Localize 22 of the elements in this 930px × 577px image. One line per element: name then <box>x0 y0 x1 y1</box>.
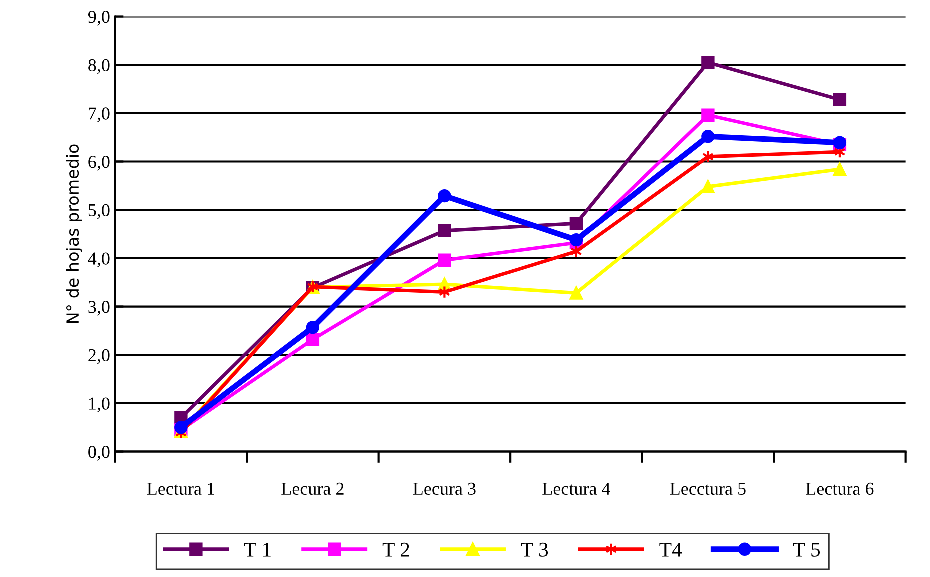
x-tick-label: Lecura 3 <box>413 482 476 496</box>
legend-label: T 5 <box>793 543 820 557</box>
x-tick-label: Lectura 6 <box>806 482 874 496</box>
legend-label: T 3 <box>521 542 548 557</box>
x-tick-label: Lectura 4 <box>542 482 610 496</box>
x-tick-label: Lecura 2 <box>282 482 344 496</box>
y-tick-label: 3,0 <box>88 301 110 316</box>
y-tick-label: 9,0 <box>88 10 110 26</box>
y-tick-label: 4,0 <box>88 252 110 268</box>
legend-label: T4 <box>660 542 682 557</box>
y-tick-label: 7,0 <box>89 108 110 122</box>
y-tick-label: 2,0 <box>88 349 110 364</box>
x-tick-label: Lecctura 5 <box>670 483 746 496</box>
y-tick-label: 0,0 <box>88 446 110 461</box>
legend-label: T 1 <box>244 542 271 557</box>
y-tick-label: 1,0 <box>89 398 110 412</box>
y-tick-label: 8,0 <box>88 59 110 74</box>
x-tick-label: Lectura 1 <box>147 482 214 496</box>
legend-label: T 2 <box>382 542 410 557</box>
y-axis-title: N° de hojas promedio <box>66 144 82 324</box>
y-tick-label: 6,0 <box>88 156 110 171</box>
y-tick-label: 5,0 <box>88 204 110 220</box>
